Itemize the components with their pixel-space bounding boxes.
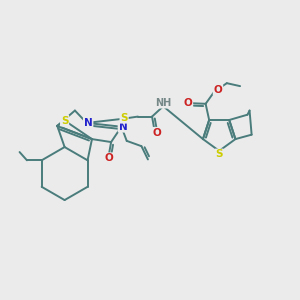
Text: NH: NH	[155, 98, 171, 108]
Text: S: S	[215, 149, 223, 159]
Text: N: N	[118, 122, 127, 132]
Text: O: O	[104, 153, 113, 163]
Text: O: O	[184, 98, 192, 108]
Text: S: S	[61, 116, 68, 126]
Text: N: N	[84, 118, 92, 128]
Text: O: O	[152, 128, 161, 138]
Text: O: O	[214, 85, 222, 95]
Text: S: S	[120, 113, 128, 123]
